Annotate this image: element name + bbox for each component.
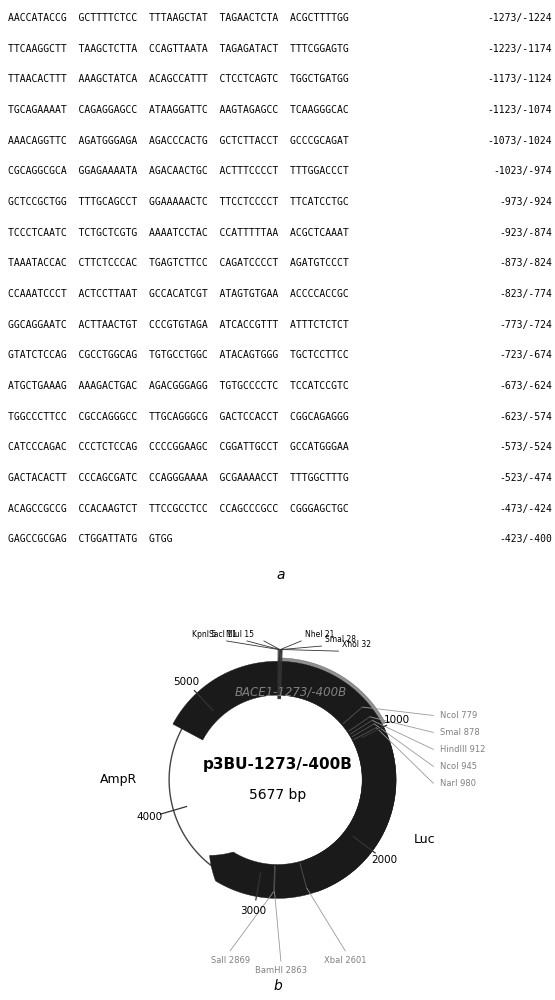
Text: TTCAAGGCTT  TAAGCTCTTA  CCAGTTAATA  TAGAGATACT  TTTCGGAGTG: TTCAAGGCTT TAAGCTCTTA CCAGTTAATA TAGAGAT… [8,44,349,54]
Text: b: b [273,979,282,993]
Polygon shape [278,658,385,740]
Text: XbaI 2601: XbaI 2601 [324,956,366,965]
Text: XhoI 32: XhoI 32 [342,640,371,649]
Text: GCTCCGCTGG  TTTGCAGCCT  GGAAAAACTC  TTCCTCCCCT  TTCATCCTGC: GCTCCGCTGG TTTGCAGCCT GGAAAAACTC TTCCTCC… [8,197,349,207]
Text: MluI 15: MluI 15 [226,630,254,639]
Text: -523/-474: -523/-474 [500,473,552,483]
Text: -973/-924: -973/-924 [500,197,552,207]
Text: ATGCTGAAAG  AAAGACTGAC  AGACGGGAGG  TGTGCCCCTC  TCCATCCGTC: ATGCTGAAAG AAAGACTGAC AGACGGGAGG TGTGCCC… [8,381,349,391]
Text: -1273/-1224: -1273/-1224 [488,13,552,23]
Text: TTAACACTTT  AAAGCTATCA  ACAGCCATTT  CTCCTCAGTC  TGGCTGATGG: TTAACACTTT AAAGCTATCA ACAGCCATTT CTCCTCA… [8,74,349,84]
Text: AACCATACCG  GCTTTTCTCC  TTTAAGCTAT  TAGAACTCTA  ACGCTTTTGG: AACCATACCG GCTTTTCTCC TTTAAGCTAT TAGAACT… [8,13,349,23]
Text: a: a [276,568,285,582]
Text: -473/-424: -473/-424 [500,504,552,514]
Text: SacI 11: SacI 11 [209,630,237,639]
Text: NarI 980: NarI 980 [440,779,476,788]
Text: -573/-524: -573/-524 [500,442,552,452]
Text: SmaI 878: SmaI 878 [440,728,480,737]
Text: CGCAGGCGCA  GGAGAAAATA  AGACAACTGC  ACTTTCCCCT  TTTGGACCCT: CGCAGGCGCA GGAGAAAATA AGACAACTGC ACTTTCC… [8,166,349,176]
Text: -773/-724: -773/-724 [500,320,552,330]
Text: -1023/-974: -1023/-974 [493,166,552,176]
Text: -823/-774: -823/-774 [500,289,552,299]
Text: -923/-874: -923/-874 [500,228,552,238]
Text: -723/-674: -723/-674 [500,350,552,360]
Text: ACAGCCGCCG  CCACAAGTCT  TTCCGCCTCC  CCAGCCCGCC  CGGGAGCTGC: ACAGCCGCCG CCACAAGTCT TTCCGCCTCC CCAGCCC… [8,504,349,514]
Text: Luc: Luc [414,833,436,846]
Polygon shape [304,724,396,892]
Text: 5677 bp: 5677 bp [249,788,306,802]
Text: BACE1-1273/-400B: BACE1-1273/-400B [235,685,347,698]
Text: 5000: 5000 [173,677,199,687]
Text: AmpR: AmpR [100,773,137,786]
Text: GACTACACTT  CCCAGCGATC  CCAGGGAAAA  GCGAAAACCT  TTTGGCTTTG: GACTACACTT CCCAGCGATC CCAGGGAAAA GCGAAAA… [8,473,349,483]
Text: HindIII 912: HindIII 912 [440,745,486,754]
Text: 4000: 4000 [136,812,162,822]
Text: BamHI 2863: BamHI 2863 [255,966,307,975]
Text: TGCAGAAAAT  CAGAGGAGCC  ATAAGGATTC  AAGTAGAGCC  TCAAGGGCAC: TGCAGAAAAT CAGAGGAGCC ATAAGGATTC AAGTAGA… [8,105,349,115]
Text: -1173/-1124: -1173/-1124 [488,74,552,84]
Text: AAACAGGTTC  AGATGGGAGA  AGACCCACTG  GCTCTTACCT  GCCCGCAGAT: AAACAGGTTC AGATGGGAGA AGACCCACTG GCTCTTA… [8,136,349,146]
Text: GTATCTCCAG  CGCCTGGCAG  TGTGCCTGGC  ATACAGTGGG  TGCTCCTTCC: GTATCTCCAG CGCCTGGCAG TGTGCCTGGC ATACAGT… [8,350,349,360]
Text: 1000: 1000 [384,715,410,725]
Text: -873/-824: -873/-824 [500,258,552,268]
Text: -1223/-1174: -1223/-1174 [488,44,552,54]
Text: -1123/-1074: -1123/-1074 [488,105,552,115]
Text: -673/-624: -673/-624 [500,381,552,391]
Text: p3BU-1273/-400B: p3BU-1273/-400B [203,757,352,772]
Text: 2000: 2000 [371,855,397,865]
Text: -1073/-1024: -1073/-1024 [488,136,552,146]
Text: SalI 2869: SalI 2869 [210,956,250,965]
Text: SmaI 28: SmaI 28 [325,635,356,644]
Text: -423/-400: -423/-400 [500,534,552,544]
Polygon shape [173,661,396,898]
Text: KpnI 5: KpnI 5 [192,630,216,639]
Text: NheI 21: NheI 21 [305,630,334,639]
Text: NcoI 779: NcoI 779 [440,711,477,720]
Text: CCAAATCCCT  ACTCCTTAAT  GCCACATCGT  ATAGTGTGAA  ACCCCACCGC: CCAAATCCCT ACTCCTTAAT GCCACATCGT ATAGTGT… [8,289,349,299]
Text: 3000: 3000 [241,906,267,916]
Text: NcoI 945: NcoI 945 [440,762,477,771]
Text: TCCCTCAATC  TCTGCTCGTG  AAAATCCTAC  CCATTTTTAA  ACGCTCAAAT: TCCCTCAATC TCTGCTCGTG AAAATCCTAC CCATTTT… [8,228,349,238]
Text: GGCAGGAATC  ACTTAACTGT  CCCGTGTAGA  ATCACCGTTT  ATTTCTCTCT: GGCAGGAATC ACTTAACTGT CCCGTGTAGA ATCACCG… [8,320,349,330]
Text: TAAATACCAC  CTTCTCCCAC  TGAGTCTTCC  CAGATCCCCT  AGATGTCCCT: TAAATACCAC CTTCTCCCAC TGAGTCTTCC CAGATCC… [8,258,349,268]
Text: CATCCCAGAC  CCCTCTCCAG  CCCCGGAAGC  CGGATTGCCT  GCCATGGGAA: CATCCCAGAC CCCTCTCCAG CCCCGGAAGC CGGATTG… [8,442,349,452]
Text: -623/-574: -623/-574 [500,412,552,422]
Text: GAGCCGCGAG  CTGGATTATG  GTGG: GAGCCGCGAG CTGGATTATG GTGG [8,534,173,544]
Text: TGGCCCTTCC  CGCCAGGGCC  TTGCAGGGCG  GACTCCACCT  CGGCAGAGGG: TGGCCCTTCC CGCCAGGGCC TTGCAGGGCG GACTCCA… [8,412,349,422]
